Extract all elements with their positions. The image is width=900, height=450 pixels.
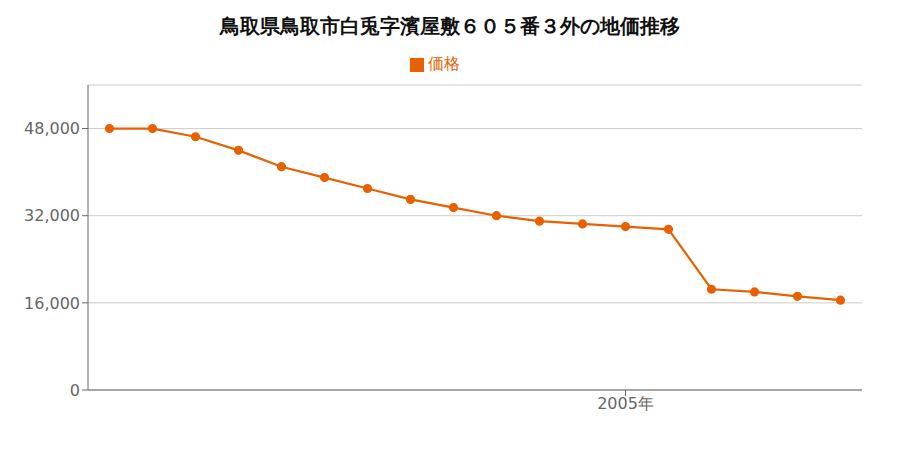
svg-text:0: 0 <box>70 381 80 400</box>
svg-text:2005年: 2005年 <box>597 394 654 413</box>
svg-text:16,000: 16,000 <box>24 294 80 313</box>
svg-text:32,000: 32,000 <box>24 206 80 225</box>
svg-text:48,000: 48,000 <box>24 119 80 138</box>
html-text:価格: 価格 <box>428 54 460 73</box>
html-text:鳥取県鳥取市白兎字濱屋敷６０５番３外の地価推移: 鳥取県鳥取市白兎字濱屋敷６０５番３外の地価推移 <box>220 14 680 38</box>
